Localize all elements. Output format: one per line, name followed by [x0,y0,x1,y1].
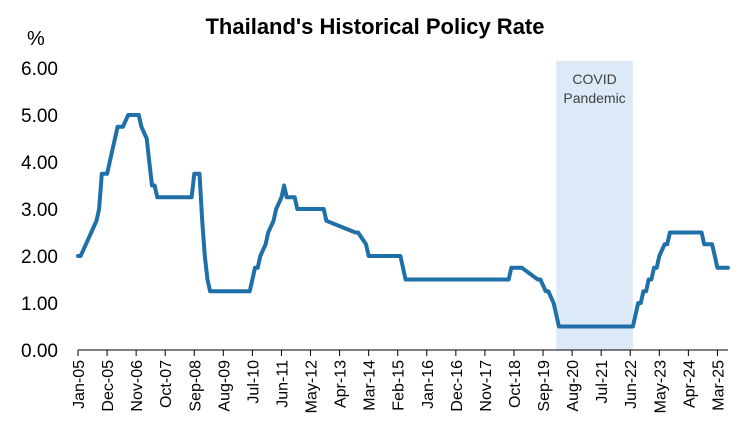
x-tick-label: Nov-06 [129,360,146,412]
x-tick-label: Jun-11 [274,360,291,408]
y-tick-label: 1.00 [21,294,58,315]
x-tick-label: Aug-20 [565,360,582,412]
x-tick-label: Mar-25 [710,360,727,411]
x-tick-label: May-23 [652,360,669,413]
y-tick-label: 4.00 [21,153,58,174]
y-tick-label: 5.00 [21,106,58,127]
annotation-layer: COVID Pandemic [563,71,625,106]
x-tick-label: Apr-13 [333,360,350,408]
x-tick-label: Jul-21 [594,360,611,404]
line-layer [76,113,730,329]
y-tick-label: 6.00 [21,59,58,80]
axis-layer: 0.00 1.00 2.00 3.00 4.00 5.00 6.00 Jan-05 Dec-05… [21,59,728,413]
x-tick-label: Dec-16 [449,360,466,412]
x-tick-label: Jan-16 [420,360,437,409]
x-tick-label: Jan-05 [71,360,88,409]
covid-shade-layer [556,61,633,350]
chart-title: Thailand's Historical Policy Rate [205,14,545,39]
x-tick-label: Dec-05 [100,360,117,412]
x-tick-label: Oct-07 [158,360,175,408]
y-tick-label: 0.00 [21,341,58,362]
x-tick-label: Mar-14 [362,360,379,411]
y-tick-label: 2.00 [21,247,58,268]
x-tick-label: Apr-24 [681,360,698,408]
x-tick-label: Oct-18 [507,360,524,408]
x-tick-label: Nov-17 [478,360,495,412]
covid-annotation-text: COVID [572,71,616,87]
covid-annotation-text: Pandemic [563,90,625,106]
x-tick-label: Feb-15 [391,360,408,411]
y-axis-unit-label: % [27,28,45,50]
x-tick-label: Jun-22 [623,360,640,409]
x-tick-label: Aug-09 [216,360,233,412]
y-tick-label: 3.00 [21,200,58,221]
x-tick-label: May-12 [304,360,321,413]
x-tick-label: Jul-10 [245,360,262,404]
covid-shade-band [556,61,633,350]
x-tick-label: Sep-19 [536,360,553,412]
x-tick-label: Sep-08 [187,360,204,412]
policy-rate-line [76,113,730,329]
